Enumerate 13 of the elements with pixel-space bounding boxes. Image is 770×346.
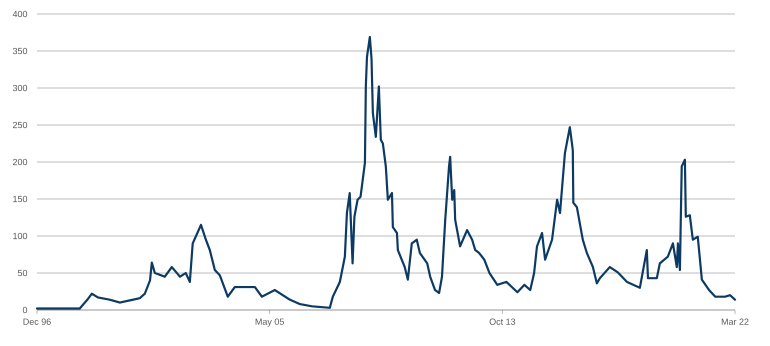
y-tick-label: 100 bbox=[13, 232, 28, 240]
y-tick-label: 350 bbox=[12, 48, 28, 54]
y-tick-label: 250 bbox=[12, 122, 28, 128]
x-tick-label: Mar 22 bbox=[722, 318, 748, 325]
x-tick-label: May 05 bbox=[256, 318, 284, 327]
y-tick-label: 50 bbox=[18, 270, 28, 276]
y-tick-label: 400 bbox=[12, 10, 28, 18]
x-tick-label: Oct 13 bbox=[490, 318, 516, 325]
x-tick-label: Dec 96 bbox=[24, 318, 51, 325]
y-tick-label: 300 bbox=[12, 84, 28, 92]
y-tick-label: 0 bbox=[22, 306, 28, 314]
y-tick-label: 150 bbox=[13, 196, 28, 202]
y-tick-label: 200 bbox=[12, 158, 28, 166]
